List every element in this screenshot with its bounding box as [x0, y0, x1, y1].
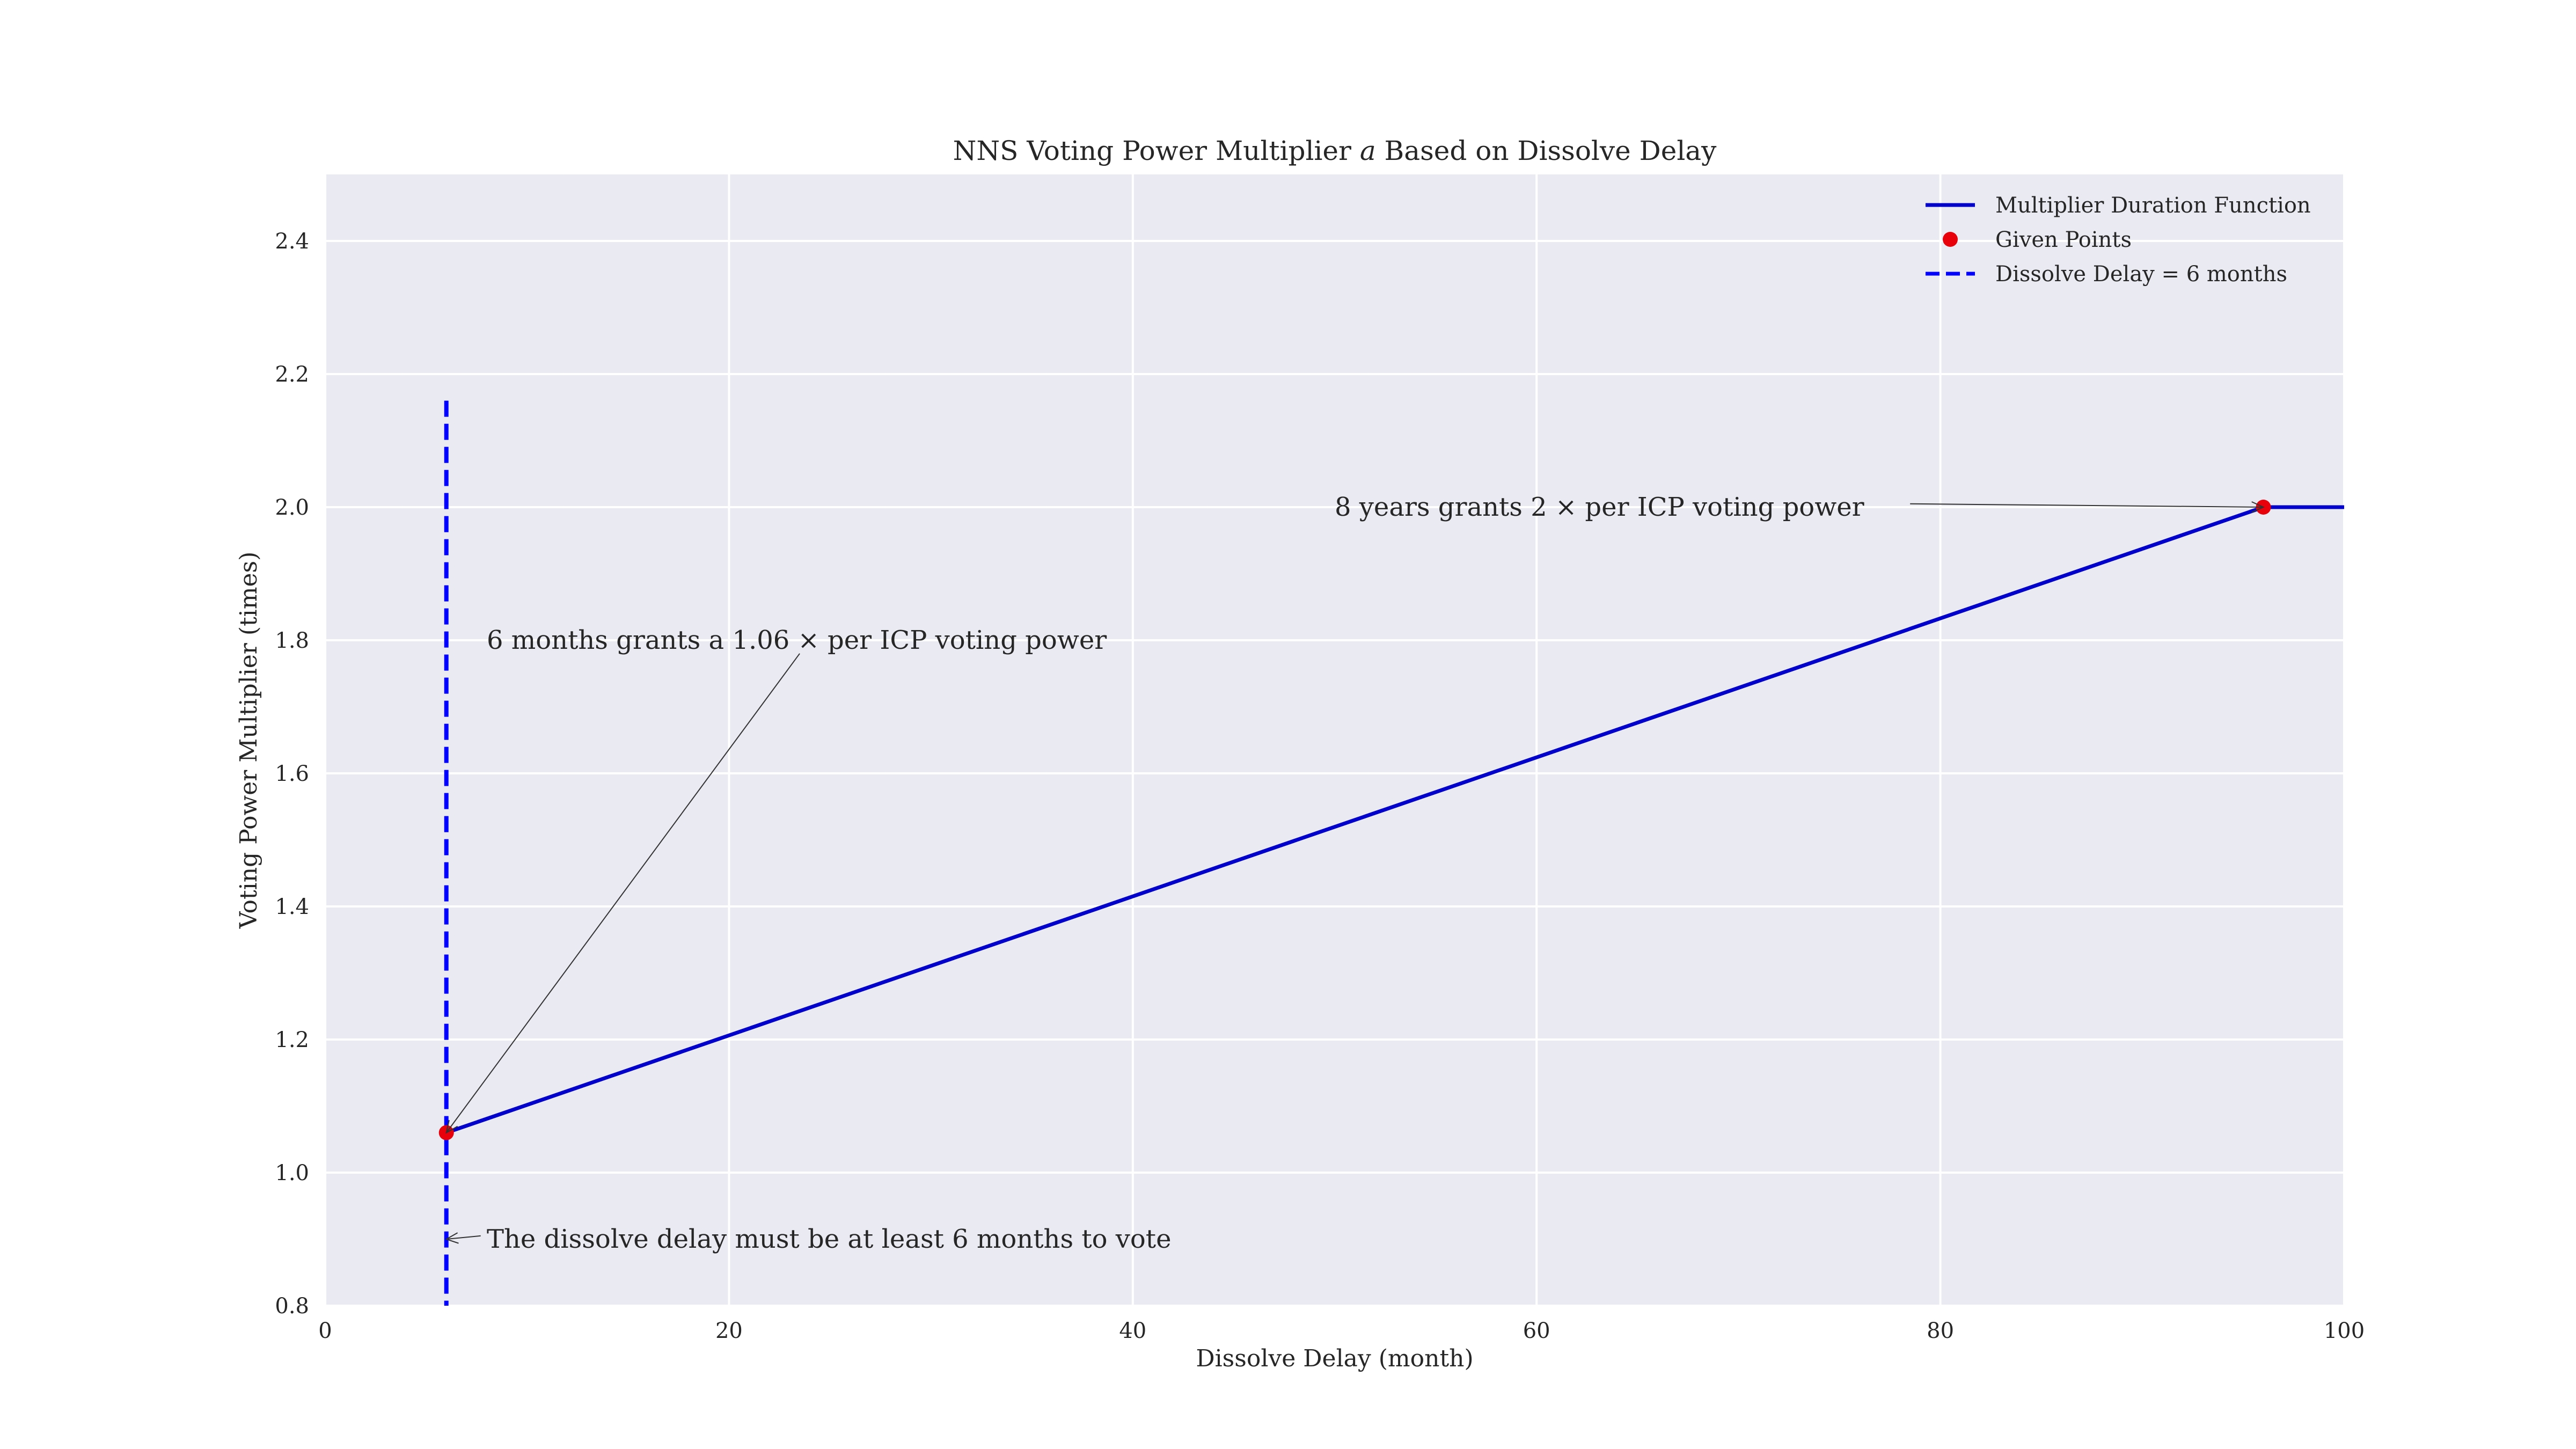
chart-title-symbol: a — [1360, 135, 1376, 166]
annotation-6-months-arrowhead — [445, 1119, 458, 1134]
y-tick-label: 1.8 — [275, 628, 309, 653]
x-tick-label: 20 — [715, 1319, 743, 1343]
y-axis-label: Voting Power Multiplier (times) — [235, 552, 262, 930]
x-tick-label: 80 — [1927, 1319, 1954, 1343]
chart-title-before: NNS Voting Power Multiplier — [953, 135, 1360, 166]
grid-lines — [324, 174, 2345, 1307]
annotation-min-delay-arrowhead — [445, 1232, 459, 1244]
annotation-8-years-arrow — [1910, 503, 2264, 508]
y-tick-label: 2.4 — [275, 229, 309, 254]
annotations: 6 months grants a 1.06 × per ICP voting … — [445, 492, 2265, 1254]
x-tick-label: 60 — [1523, 1319, 1550, 1343]
annotation-min-delay-arrow — [446, 1235, 481, 1240]
y-tick-label: 0.8 — [275, 1294, 309, 1319]
chart-title: NNS Voting Power Multiplier a Based on D… — [953, 135, 1717, 166]
x-tick-label: 40 — [1119, 1319, 1146, 1343]
legend-label: Dissolve Delay = 6 months — [1995, 262, 2287, 287]
plot-background — [325, 174, 2344, 1306]
y-tick-label: 1.2 — [275, 1028, 309, 1052]
annotation-6-months-text: 6 months grants a 1.06 × per ICP voting … — [487, 625, 1107, 655]
y-tick-label: 1.0 — [275, 1161, 309, 1185]
legend-label: Given Points — [1995, 228, 2132, 252]
legend-label: Multiplier Duration Function — [1995, 193, 2311, 218]
annotation-8-years-text: 8 years grants 2 × per ICP voting power — [1335, 492, 1864, 522]
x-axis-label: Dissolve Delay (month) — [1196, 1345, 1473, 1372]
y-tick-label: 2.0 — [275, 495, 309, 520]
legend: Multiplier Duration Function Given Points… — [1926, 193, 2311, 287]
annotation-8-years-arrowhead — [2251, 501, 2265, 513]
x-tick-label: 100 — [2324, 1319, 2365, 1343]
y-tick-label: 1.6 — [275, 762, 309, 786]
y-tick-label: 1.4 — [275, 895, 309, 919]
legend-swatch-points — [1943, 232, 1958, 247]
chart-title-after: Based on Dissolve Delay — [1376, 135, 1717, 166]
x-tick-label: 0 — [318, 1319, 332, 1343]
axis-ticks: 0 20 40 60 80 100 0.8 1.0 1.2 1.4 1.6 1.8 2.0 2.2 2.4 — [275, 229, 2365, 1343]
y-tick-label: 2.2 — [275, 362, 309, 387]
annotation-6-months-arrow — [445, 653, 800, 1133]
annotation-min-delay-text: The dissolve delay must be at least 6 mo… — [487, 1224, 1172, 1254]
